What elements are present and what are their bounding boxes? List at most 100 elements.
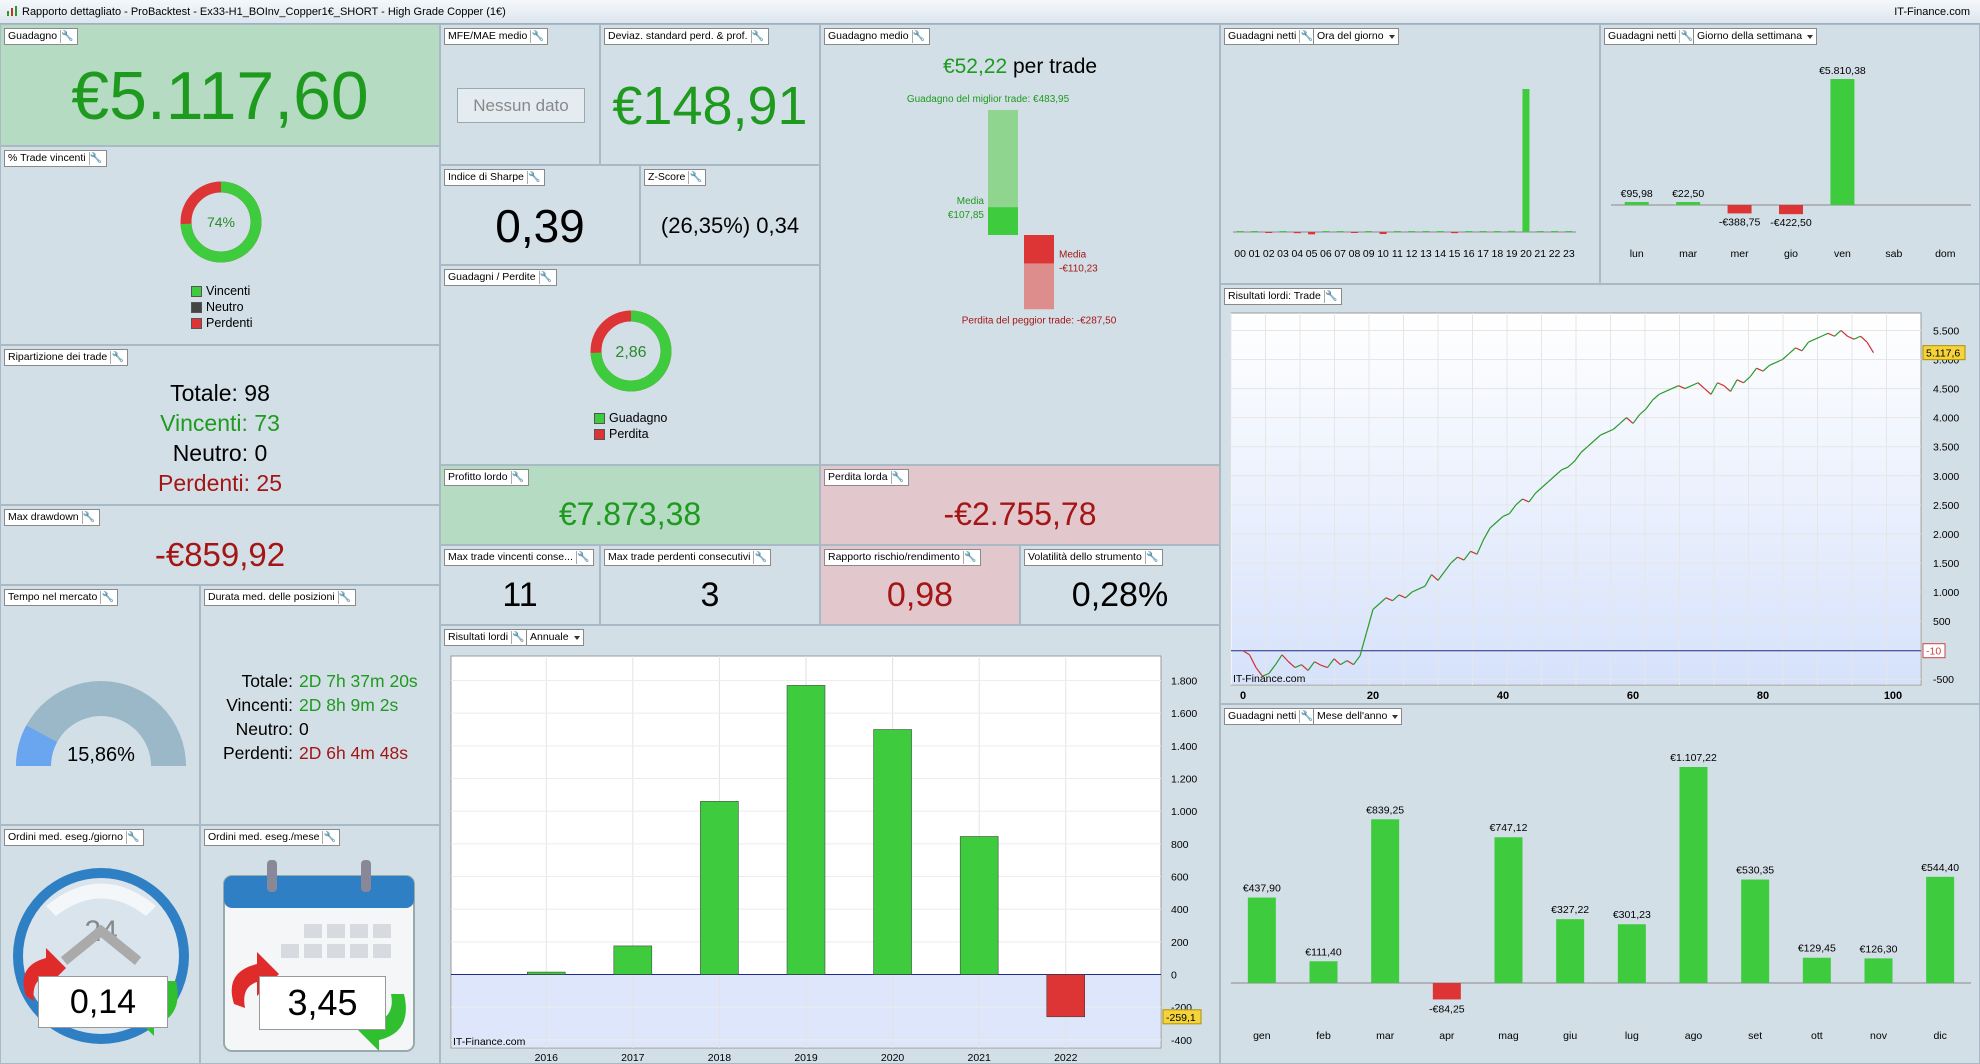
risk-reward-value: 0,98 <box>886 576 954 614</box>
equity-segment <box>1489 521 1497 529</box>
wrench-icon[interactable]: 🔧 <box>890 471 905 484</box>
zscore-title[interactable]: Z-Score 🔧 <box>644 169 707 186</box>
wrench-icon[interactable]: 🔧 <box>125 831 140 844</box>
title-bar: Rapporto dettagliato - ProBacktest - Ex3… <box>0 0 1980 24</box>
risk-reward-title[interactable]: Rapporto rischio/rendimento 🔧 <box>824 549 981 566</box>
wrench-icon[interactable]: 🔧 <box>753 551 768 564</box>
gross-profit-value: €7.873,38 <box>558 496 702 532</box>
y-tick-label: 800 <box>1171 839 1189 851</box>
month-bar <box>1926 876 1955 983</box>
hour-bar <box>1250 231 1258 232</box>
max-consec-win-title[interactable]: Max trade vincenti conse... 🔧 <box>444 549 594 566</box>
wrench-icon[interactable]: 🔧 <box>81 511 96 524</box>
mfe-mae-title[interactable]: MFE/MAE medio 🔧 <box>444 28 549 45</box>
equity-segment <box>1541 481 1549 488</box>
wrench-icon[interactable]: 🔧 <box>511 631 525 644</box>
weekday-title[interactable]: Guadagni netti 🔧 <box>1604 28 1698 45</box>
wrench-icon[interactable]: 🔧 <box>100 591 115 604</box>
wrench-icon[interactable]: 🔧 <box>962 551 977 564</box>
zero-tag-text: -10 <box>1926 646 1941 658</box>
gain-loss-title[interactable]: Guadagni / Perdite 🔧 <box>444 269 557 286</box>
max-drawdown-title[interactable]: Max drawdown 🔧 <box>4 509 100 526</box>
gain-value: €5.117,60 <box>71 58 369 134</box>
stddev-title[interactable]: Deviaz. standard perd. & prof. 🔧 <box>604 28 769 45</box>
weekday-dropdown[interactable]: Giorno della settimana <box>1693 28 1818 45</box>
orders-per-day-title[interactable]: Ordini med. eseg./giorno 🔧 <box>4 829 144 846</box>
month-bar <box>1247 897 1276 983</box>
wrench-icon[interactable]: 🔧 <box>530 30 545 43</box>
y-tick-label: -500 <box>1933 674 1954 686</box>
equity-segment <box>1548 475 1556 483</box>
gross-profit-title[interactable]: Profitto lordo 🔧 <box>444 469 529 486</box>
wrench-icon[interactable]: 🔧 <box>688 171 703 184</box>
avg-duration-title[interactable]: Durata med. delle posizioni 🔧 <box>204 589 356 606</box>
hour-label: 17 <box>1477 248 1489 260</box>
month-label: mag <box>1498 1030 1519 1042</box>
wrench-icon[interactable]: 🔧 <box>750 30 765 43</box>
sharpe-title[interactable]: Indice di Sharpe 🔧 <box>444 169 545 186</box>
wrench-icon[interactable]: 🔧 <box>1299 30 1314 43</box>
equity-segment <box>1756 367 1764 372</box>
month-bar <box>1802 957 1831 983</box>
month-value-label: €327,22 <box>1551 904 1589 916</box>
orders-per-month-title[interactable]: Ordini med. eseg./mese 🔧 <box>204 829 341 846</box>
month-label: mar <box>1376 1030 1395 1042</box>
weekday-value-label: -€422,50 <box>1770 217 1812 229</box>
zero-tag <box>1922 643 1946 659</box>
hour-of-day-title[interactable]: Guadagni netti 🔧 <box>1224 28 1318 45</box>
wrench-icon[interactable]: 🔧 <box>538 271 553 284</box>
max-drawdown-value: -€859,92 <box>154 536 286 573</box>
avg-gain-title[interactable]: Guadagno medio 🔧 <box>824 28 930 45</box>
gross-loss-title[interactable]: Perdita lorda 🔧 <box>824 469 909 486</box>
wrench-icon[interactable]: 🔧 <box>1679 30 1694 43</box>
watermark: IT-Finance.com <box>1233 673 1306 685</box>
hour-bar <box>1379 232 1387 235</box>
month-title[interactable]: Guadagni netti 🔧 <box>1224 708 1318 725</box>
hour-dropdown[interactable]: Ora del giorno <box>1313 28 1399 45</box>
trade-breakdown-title[interactable]: Ripartizione dei trade 🔧 <box>4 349 129 366</box>
x-tick-label: 40 <box>1497 690 1509 702</box>
wrench-icon[interactable]: 🔧 <box>575 551 590 564</box>
wrench-icon[interactable]: 🔧 <box>1144 551 1159 564</box>
gross-yearly-title[interactable]: Risultati lordi 🔧 <box>444 629 530 646</box>
hour-label: 12 <box>1406 248 1418 260</box>
time-in-market-title[interactable]: Tempo nel mercato 🔧 <box>4 589 119 606</box>
hour-bar <box>1322 231 1330 232</box>
risk-reward-panel: Rapporto rischio/rendimento 🔧 0,98 <box>820 545 1020 625</box>
hour-label: 15 <box>1449 248 1461 260</box>
gain-title[interactable]: Guadagno 🔧 <box>4 28 79 45</box>
month-dropdown[interactable]: Mese dell'anno <box>1313 708 1403 725</box>
max-consec-loss-title[interactable]: Max trade perdenti consecutivi 🔧 <box>604 549 772 566</box>
equity-segment <box>1418 585 1426 590</box>
wrench-icon[interactable]: 🔧 <box>110 351 124 364</box>
equity-segment <box>1255 667 1263 677</box>
hour-bar <box>1393 231 1401 232</box>
weekday-bar <box>1830 79 1855 205</box>
wrench-icon[interactable]: 🔧 <box>88 152 103 165</box>
month-label: ago <box>1685 1030 1703 1042</box>
wrench-icon[interactable]: 🔧 <box>322 831 337 844</box>
equity-segment <box>1424 574 1433 587</box>
equity-segment <box>1762 364 1770 372</box>
equity-title[interactable]: Risultati lordi: Trade 🔧 <box>1224 288 1342 305</box>
equity-segment <box>1782 353 1790 360</box>
hour-label: 14 <box>1434 248 1446 260</box>
wrench-icon[interactable]: 🔧 <box>60 30 74 43</box>
wrench-icon[interactable]: 🔧 <box>337 591 352 604</box>
win-percent-title[interactable]: % Trade vincenti 🔧 <box>4 150 107 167</box>
wrench-icon[interactable]: 🔧 <box>911 30 926 43</box>
volatility-panel: Volatilità dello strumento 🔧 0,28% <box>1020 545 1220 625</box>
y-tick-label: 1.800 <box>1171 676 1197 688</box>
breakdown-losers: Perdenti: 25 <box>157 470 283 496</box>
wrench-icon[interactable]: 🔧 <box>1323 290 1338 303</box>
month-label: ott <box>1811 1030 1823 1042</box>
avg-duration-panel: Durata med. delle posizioni 🔧 Totale: 2D 7… <box>200 585 440 825</box>
equity-segment <box>1502 512 1510 517</box>
wrench-icon[interactable]: 🔧 <box>510 471 525 484</box>
wrench-icon[interactable]: 🔧 <box>1299 710 1314 723</box>
month-label: apr <box>1439 1030 1455 1042</box>
period-dropdown[interactable]: Annuale <box>526 629 584 646</box>
time-in-market-gauge: 15,86% <box>16 681 186 766</box>
volatility-title[interactable]: Volatilità dello strumento 🔧 <box>1024 549 1163 566</box>
wrench-icon[interactable]: 🔧 <box>526 171 541 184</box>
